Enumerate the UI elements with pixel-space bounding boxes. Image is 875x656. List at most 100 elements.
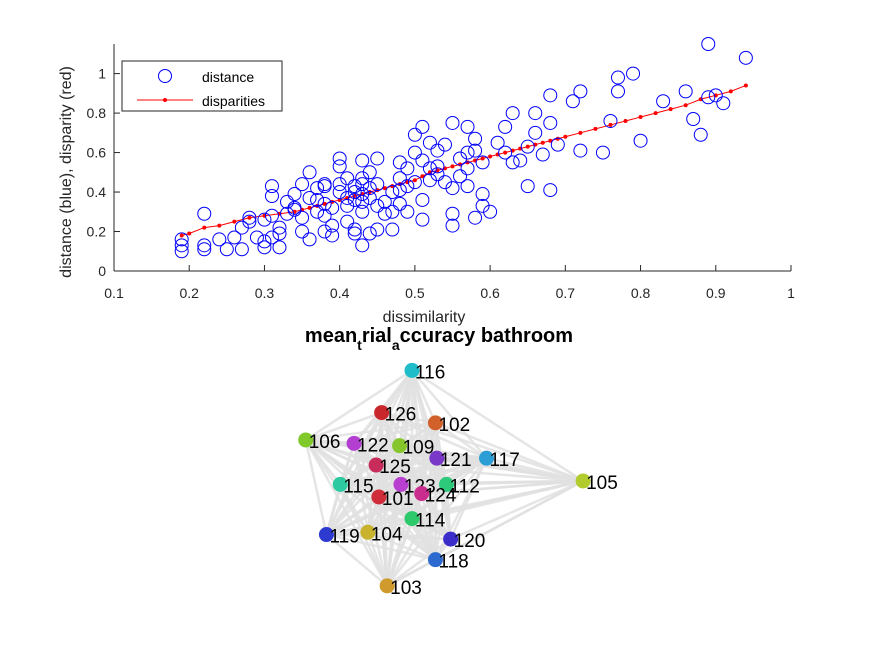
distance-point [543, 183, 558, 198]
disparity-point [450, 164, 455, 169]
disparity-point [503, 150, 508, 155]
distance-point [332, 151, 347, 166]
disparity-point [668, 107, 673, 112]
node-label: 126 [385, 405, 417, 426]
node-dot [374, 405, 390, 421]
node-dot [392, 438, 408, 454]
distance-point [377, 206, 392, 221]
distance-point [370, 198, 385, 213]
distance-point [385, 204, 400, 219]
disparity-point [232, 219, 237, 224]
disparity-point [412, 178, 417, 183]
network-node: 119 [318, 527, 360, 548]
legend-disparities-label: disparities [202, 93, 265, 109]
network-edge [386, 457, 488, 587]
node-dot [429, 450, 445, 466]
network-edge [376, 463, 584, 483]
distance-point [460, 179, 475, 194]
node-label: 118 [438, 552, 468, 573]
x-tick-label: 0.3 [255, 285, 275, 301]
network-node: 114 [404, 511, 446, 532]
network-edge [325, 495, 380, 536]
node-dot [479, 450, 495, 466]
network-edge [305, 411, 383, 442]
distance-point [347, 226, 362, 241]
disparity-point [548, 138, 553, 143]
distance-point [317, 208, 332, 223]
distance-point [505, 106, 520, 121]
distance-point [362, 165, 377, 180]
network-edge [375, 463, 447, 486]
distance-point [370, 151, 385, 166]
node-label: 112 [450, 476, 480, 497]
distance-point [264, 230, 279, 245]
distance-point [475, 187, 490, 202]
distance-point [633, 133, 648, 148]
distance-point [310, 181, 325, 196]
disparity-point [593, 126, 598, 131]
network-title-part: rial [362, 325, 392, 347]
distance-point [678, 84, 693, 99]
distance-point [460, 161, 475, 176]
distance-point [573, 84, 588, 99]
network-node: 116 [404, 362, 445, 383]
disparity-point [683, 103, 688, 108]
network-edge [386, 558, 437, 587]
distance-point [528, 106, 543, 121]
network-edge [305, 369, 413, 441]
distance-point [310, 192, 325, 207]
network-node: 102 [427, 415, 470, 436]
distance-point [272, 240, 287, 255]
distance-point [528, 125, 543, 140]
node-dot [371, 489, 387, 505]
node-label: 125 [379, 457, 411, 478]
distance-point [362, 181, 377, 196]
distance-point [543, 88, 558, 103]
distance-point [603, 113, 618, 128]
distance-point [264, 179, 279, 194]
scatter-plot: 0.1 0.2 0.3 0.4 0.5 0.6 0.7 0.8 0.9 1 00.20.40.60… [58, 37, 795, 326]
distance-point [407, 127, 422, 142]
distance-point [347, 179, 362, 194]
distance-point [197, 206, 212, 221]
network-edge [381, 411, 436, 425]
distance-point [716, 96, 731, 111]
y-axis-label: distance (blue), disparity (red) [58, 66, 75, 278]
node-dot [393, 476, 409, 492]
disparity-point [563, 134, 568, 139]
legend-distance-marker [158, 69, 172, 83]
network-node: 103 [379, 578, 422, 599]
network-edge [325, 464, 378, 536]
network-edge [325, 369, 414, 536]
distance-point [498, 145, 513, 160]
distance-point [377, 194, 392, 209]
network-edge [386, 538, 452, 587]
distance-point [295, 210, 310, 225]
network-edge [366, 531, 389, 587]
distance-point [445, 206, 460, 221]
distance-point [392, 196, 407, 211]
distance-point [355, 194, 370, 209]
distance-point [347, 222, 362, 237]
network-edge [325, 492, 423, 536]
node-dot [346, 435, 362, 451]
network-edge [304, 439, 328, 535]
distance-point [415, 119, 430, 134]
x-tick-label: 0.6 [480, 285, 500, 301]
distance-point [513, 153, 528, 168]
y-ticks: 0 0.2 0.4 0.6 0.8 1 [87, 66, 120, 279]
distance-point [325, 200, 340, 215]
node-label: 106 [309, 432, 341, 453]
distance-point [264, 188, 279, 203]
network-node: 112 [439, 476, 480, 497]
distance-point [708, 88, 723, 103]
distance-point [490, 135, 505, 150]
distance-point [355, 177, 370, 192]
distance-point [460, 119, 475, 134]
legend-box [121, 60, 283, 112]
network-edge [367, 531, 436, 561]
node-dot [404, 362, 420, 378]
network-node: 125 [368, 457, 411, 478]
disparity-point [179, 233, 184, 238]
network-edge [450, 479, 584, 541]
